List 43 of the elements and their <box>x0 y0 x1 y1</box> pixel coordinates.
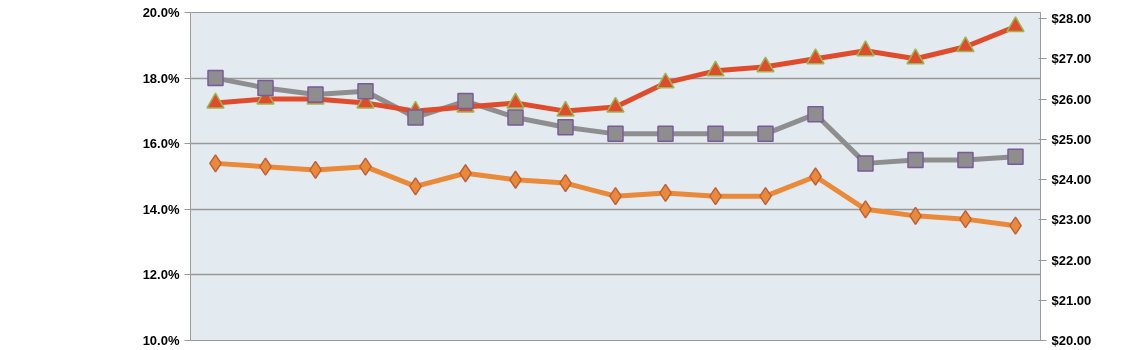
point <box>607 125 624 143</box>
y2-tick-label: $21.00 <box>1051 292 1092 308</box>
y2-tick-label: $26.00 <box>1051 91 1092 107</box>
point <box>907 151 924 169</box>
y-tick-label: 12.0% <box>142 267 180 283</box>
point <box>957 151 974 169</box>
point <box>857 155 874 172</box>
point <box>807 105 824 123</box>
point <box>206 92 225 109</box>
point <box>557 119 574 136</box>
y2-tick-label: $27.00 <box>1051 51 1092 67</box>
point <box>1006 16 1025 33</box>
point <box>457 92 474 110</box>
point <box>507 109 524 126</box>
y2-tick-label: $25.00 <box>1051 131 1092 147</box>
y2-tick-label: $22.00 <box>1051 252 1092 268</box>
y2-tick-label: $24.00 <box>1051 172 1092 188</box>
point <box>707 125 724 143</box>
y-tick-label: 18.0% <box>142 70 180 86</box>
point <box>407 109 424 126</box>
point <box>257 79 274 97</box>
point <box>657 125 674 143</box>
point <box>1007 148 1024 166</box>
y2-tick-label: $28.00 <box>1051 11 1092 27</box>
y2-tick-label: $23.00 <box>1051 212 1092 228</box>
point <box>357 82 374 100</box>
point <box>906 48 925 65</box>
point <box>506 92 525 109</box>
y2-tick-label: $20.00 <box>1051 333 1092 348</box>
point <box>606 96 625 113</box>
point <box>757 125 774 143</box>
y-tick-label: 14.0% <box>142 201 180 217</box>
y-tick-label: 16.0% <box>142 136 180 152</box>
point <box>856 40 875 57</box>
point <box>756 56 775 73</box>
point <box>656 72 675 89</box>
point <box>706 60 725 77</box>
y-tick-label: 10.0% <box>142 333 180 348</box>
point <box>207 69 224 87</box>
point <box>556 100 575 117</box>
y-tick-label: 20.0% <box>142 5 180 20</box>
point <box>956 36 975 53</box>
point <box>806 48 825 65</box>
